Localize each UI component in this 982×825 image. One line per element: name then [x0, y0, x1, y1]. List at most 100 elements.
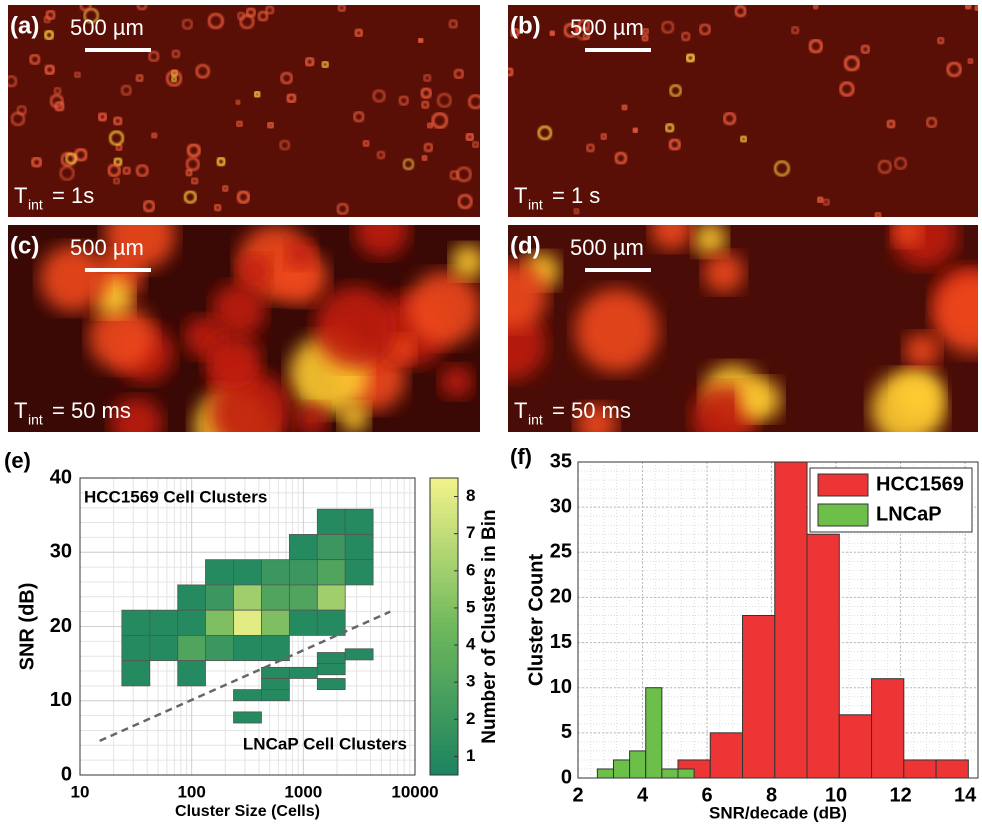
x-tick-label: 8	[766, 784, 777, 806]
t-value: = 1 s	[552, 183, 600, 208]
colorbar-step	[430, 552, 458, 558]
blob	[109, 397, 163, 432]
cell-spot	[171, 49, 181, 59]
cell-spot	[207, 12, 224, 30]
cell-spot	[668, 138, 682, 151]
histogram-bar	[871, 678, 905, 779]
heatmap-cell	[149, 635, 179, 662]
cell-spot	[183, 190, 197, 204]
colorbar-step	[430, 656, 458, 662]
colorbar-step	[430, 750, 458, 756]
cell-spot	[423, 142, 434, 153]
heatmap-cell	[261, 666, 290, 679]
cell-spot	[576, 26, 591, 41]
x-tick-label: 10	[71, 782, 90, 801]
cell-spot	[946, 61, 962, 78]
blob	[407, 271, 480, 346]
x-tick-label: 14	[954, 784, 977, 806]
cell-spot	[43, 29, 55, 41]
colorbar-step	[430, 765, 458, 771]
y-axis-label: Cluster Count	[525, 554, 547, 687]
y-tick-label: 20	[50, 615, 72, 637]
cell-spot	[185, 157, 200, 172]
heatmap-cell	[288, 666, 318, 679]
panel-label: (e)	[4, 448, 31, 473]
colorbar-step	[430, 626, 458, 632]
cell-spot	[337, 5, 347, 13]
cell-spot	[353, 111, 365, 123]
cell-spot	[65, 152, 78, 165]
cell-spot	[44, 64, 56, 76]
blob	[904, 332, 940, 369]
histogram-bar	[709, 732, 744, 779]
heatmap-cell	[316, 508, 346, 535]
legend-swatch	[817, 503, 869, 527]
cell-spot	[353, 28, 364, 38]
cell-spot	[681, 31, 691, 42]
cell-spot	[600, 132, 608, 141]
y-tick-label: 10	[50, 689, 72, 711]
cell-spot	[112, 115, 123, 126]
colorbar-step	[430, 745, 458, 751]
y-tick-label: 5	[561, 721, 572, 743]
cell-spot	[257, 10, 269, 22]
t-subscript: int	[528, 197, 543, 213]
heatmap-cell	[205, 584, 234, 611]
cell-spot	[336, 202, 349, 215]
cell-spot	[722, 111, 737, 126]
threshold-line	[99, 610, 391, 742]
blob	[450, 244, 480, 280]
heatmap-cell	[316, 652, 346, 665]
cell-spot	[53, 86, 62, 95]
blob	[237, 254, 271, 289]
cell-spot	[402, 158, 415, 170]
cell-spot	[109, 130, 124, 146]
plot-frame	[577, 461, 979, 779]
y-tick-label: 10	[550, 676, 572, 698]
colorbar-step	[430, 606, 458, 613]
heatmap-cell	[316, 663, 346, 676]
colorbar-step	[430, 507, 458, 514]
cell-spot	[423, 74, 432, 83]
t-subscript: int	[28, 412, 43, 428]
blob	[933, 272, 978, 355]
cell-spot	[213, 203, 222, 212]
colorbar-step	[430, 492, 458, 499]
heatmap-cell	[177, 584, 206, 611]
heatmap-cell	[316, 609, 346, 636]
cell-spot	[362, 139, 370, 148]
heatmap-cell	[205, 559, 234, 586]
panel-label: (a)	[10, 12, 39, 39]
cell-spot	[221, 184, 229, 193]
image-panel	[8, 5, 480, 217]
colorbar-step	[430, 577, 458, 583]
heatmap-cell	[233, 711, 262, 724]
cell-spot	[822, 198, 830, 206]
colorbar-step	[430, 676, 458, 682]
heatmap-cell	[261, 689, 290, 702]
heatmap-cell	[233, 689, 262, 702]
cell-spot	[376, 150, 386, 160]
colorbar-step	[430, 527, 458, 533]
colorbar-step	[430, 760, 458, 766]
histogram-bar	[935, 759, 969, 779]
cell-spot	[925, 116, 938, 129]
blob	[39, 245, 107, 312]
cell-spot	[49, 94, 64, 108]
scale-bar-label: 500 µm	[70, 235, 144, 260]
y-axis-label: SNR (dB)	[16, 583, 38, 671]
colorbar-step	[430, 621, 458, 627]
cell-spot	[631, 126, 639, 134]
histogram-bar	[677, 768, 695, 779]
colorbar-step	[430, 547, 458, 553]
blob	[354, 225, 409, 258]
cell-spot	[165, 70, 183, 87]
cell-spot	[967, 57, 974, 65]
cell-spot	[280, 71, 293, 85]
x-axis-label: SNR/decade (dB)	[709, 803, 847, 822]
panel-label: (b)	[510, 12, 541, 39]
x-tick-label: 4	[637, 784, 649, 806]
t-label: T	[14, 183, 27, 208]
cell-spot	[236, 11, 246, 21]
scale-bar-label: 500 µm	[570, 15, 644, 40]
